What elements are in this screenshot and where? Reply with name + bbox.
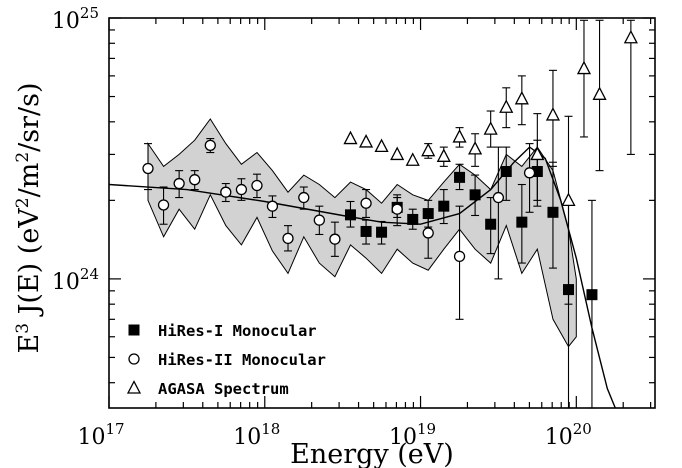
legend: HiRes-I Monocular HiRes-II Monocular AGASA… [126, 322, 326, 398]
agasa-point [561, 192, 576, 207]
agasa-point [483, 121, 498, 135]
hires2-point [298, 191, 310, 204]
y-tick-label: 1024 [52, 265, 99, 295]
x-tick-label: 1019 [389, 420, 436, 450]
axes [108, 17, 656, 409]
legend-label-agasa: AGASA Spectrum [158, 380, 289, 398]
hires2-point [492, 191, 505, 204]
legend-label-hires2: HiRes-II Monocular [158, 351, 326, 369]
hires2-point [422, 227, 434, 239]
hires2-point [220, 186, 232, 198]
hires1-point [485, 218, 497, 230]
hires1-point [344, 209, 356, 221]
agasa-point [545, 107, 561, 121]
y-tick-label: 1025 [52, 4, 99, 34]
hires2-point [313, 214, 325, 226]
x-axis-title: Energy (eV) [290, 439, 454, 468]
hires1-point [407, 213, 419, 225]
x-tick-label: 1020 [545, 420, 592, 450]
hires2-point [204, 139, 216, 151]
hires2-point [189, 174, 201, 186]
agasa-point [358, 134, 374, 148]
legend-marker-agasa [126, 380, 142, 394]
agasa-point [576, 60, 592, 75]
legend-label-hires1: HiRes-I Monocular [158, 322, 317, 340]
agasa-point [468, 140, 483, 155]
hires1-point [500, 166, 512, 178]
agasa-point [374, 138, 389, 153]
hires2-point [251, 179, 263, 192]
hires1-point [469, 189, 481, 201]
hires2-point [453, 250, 466, 263]
hires1-point [586, 289, 598, 301]
agasa-point [421, 142, 436, 157]
agasa-point [405, 152, 420, 166]
hires2-point [266, 200, 279, 212]
hires2-point [329, 233, 341, 245]
hires2-point [157, 199, 170, 211]
hires1-point [547, 206, 559, 218]
hires2-point [235, 183, 248, 196]
hires2-point [282, 232, 294, 245]
hires2-point [173, 177, 185, 190]
agasa-point [343, 130, 358, 145]
hires2-point [523, 167, 536, 179]
axis-labels: 1017 1018 1019 1020 1024 1025 Energy (eV) E3 J(… [13, 4, 592, 468]
agasa-point [514, 90, 529, 105]
y-axis-title: E3 J(E) (eV2/m2/sr/s) [13, 82, 45, 353]
hires1-point [360, 225, 372, 237]
x-tick-label: 1017 [77, 420, 124, 450]
agasa-point [436, 148, 451, 162]
hires1-point [438, 200, 450, 212]
agasa-point [390, 146, 405, 161]
agasa-point [452, 129, 467, 143]
plot-area [109, 19, 638, 409]
hires2-point [142, 162, 154, 175]
hires2-point [391, 203, 403, 215]
agasa-point [592, 86, 607, 100]
plot-frame [108, 17, 656, 409]
hires1-point [454, 171, 466, 183]
agasa-point [623, 29, 638, 44]
agasa-point [499, 99, 514, 113]
legend-marker-hires2 [128, 353, 140, 365]
hires1-point [516, 216, 528, 228]
hires1-point [376, 226, 388, 238]
hires2-point [360, 197, 372, 209]
x-tick-label: 1018 [233, 420, 280, 450]
legend-marker-hires1 [128, 324, 140, 336]
agasa-point [530, 146, 545, 161]
